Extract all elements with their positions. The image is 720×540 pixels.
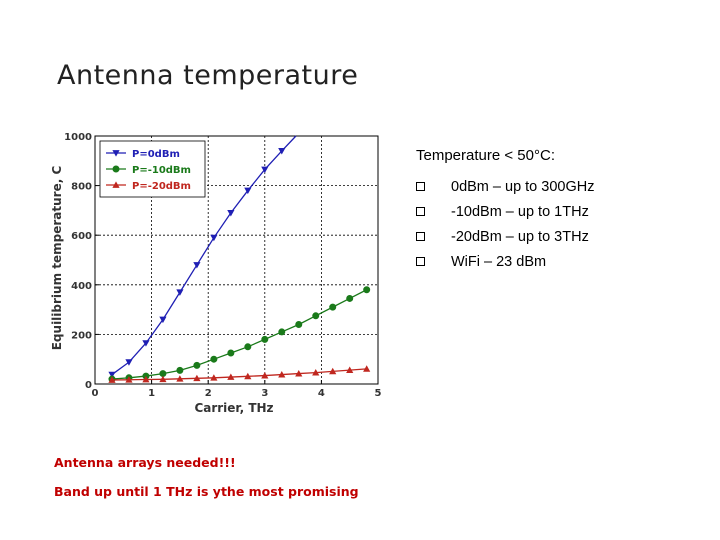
y-tick-label: 1000 (64, 132, 92, 143)
data-point (159, 316, 167, 324)
data-point (125, 376, 133, 383)
legend-label: P=0dBm (132, 149, 180, 160)
data-point (278, 370, 286, 378)
data-point (108, 376, 116, 383)
chart-legend: P=0dBm P=-10dBm P=-20dBm (99, 140, 206, 198)
bullet-text: 0dBm – up to 300GHz (451, 178, 595, 195)
data-point (227, 373, 235, 380)
legend-label: P=-20dBm (132, 181, 191, 192)
legend-marker (112, 165, 120, 173)
bullets-heading: Temperature < 50°C: (416, 147, 555, 164)
list-item: 0dBm – up to 300GHz (416, 174, 594, 199)
data-point (295, 320, 303, 328)
series-line (111, 289, 367, 380)
x-axis-label: Carrier, THz (194, 401, 273, 415)
data-point (329, 303, 337, 311)
data-point (312, 368, 320, 376)
series-line (111, 368, 367, 381)
checkbox-icon (416, 207, 425, 216)
data-point (193, 374, 201, 382)
x-tick-label: 3 (261, 388, 268, 399)
bullet-text: -10dBm – up to 1THz (451, 203, 589, 220)
slide-title: Antenna temperature (57, 60, 359, 91)
y-tick-label: 0 (85, 380, 92, 391)
data-point (176, 289, 184, 296)
y-tick-label: 400 (71, 281, 92, 292)
data-point (210, 355, 218, 363)
legend-marker (112, 181, 120, 188)
series-0 (108, 135, 297, 379)
series-line (111, 135, 297, 376)
x-tick-label: 4 (318, 388, 325, 399)
data-point (261, 371, 269, 379)
data-point (142, 375, 150, 383)
data-point (125, 359, 133, 366)
series-2 (108, 365, 371, 383)
data-point (193, 361, 201, 369)
data-point (346, 294, 354, 302)
data-point (193, 262, 201, 269)
checkbox-icon (416, 257, 425, 266)
note-antenna-arrays: Antenna arrays needed!!! (54, 455, 236, 470)
data-point (278, 148, 286, 155)
data-point (244, 372, 252, 380)
data-point (244, 187, 252, 195)
x-tick-label: 2 (205, 388, 212, 399)
data-point (295, 369, 303, 377)
x-tick-label: 1 (148, 388, 155, 399)
y-axis-label: Equilibrium temperature, C (50, 166, 64, 351)
data-point (159, 370, 167, 378)
y-tick-label: 200 (71, 330, 92, 341)
data-point (329, 367, 337, 375)
data-point (176, 366, 184, 374)
data-point (346, 366, 354, 373)
legend-label: P=-10dBm (132, 165, 191, 176)
note-band-promising: Band up until 1 THz is ythe most promisi… (54, 484, 359, 499)
data-point (312, 312, 320, 320)
bullet-text: -20dBm – up to 3THz (451, 228, 589, 245)
data-point (363, 286, 371, 294)
data-point (244, 343, 252, 351)
checkbox-icon (416, 182, 425, 191)
data-point (278, 328, 286, 336)
data-point (227, 210, 235, 217)
checkbox-icon (416, 232, 425, 241)
y-tick-label: 600 (71, 231, 92, 242)
data-point (142, 340, 150, 347)
x-tick-label: 0 (92, 388, 99, 399)
data-point (176, 375, 184, 382)
data-point (159, 375, 167, 383)
list-item: -20dBm – up to 3THz (416, 224, 594, 249)
list-item: -10dBm – up to 1THz (416, 199, 594, 224)
plot-frame (94, 135, 379, 385)
data-point (210, 234, 218, 242)
data-point (261, 166, 269, 174)
data-point (108, 371, 116, 379)
list-item: WiFi – 23 dBm (416, 249, 594, 274)
chart-ticks: 0 1 2 3 4 5 0 200 400 600 800 1000 (64, 132, 381, 399)
data-point (363, 365, 371, 372)
data-point (261, 335, 269, 343)
x-tick-label: 5 (375, 388, 382, 399)
data-point (227, 349, 235, 357)
chart-series (108, 135, 371, 383)
bullet-list: 0dBm – up to 300GHz -10dBm – up to 1THz … (416, 174, 594, 274)
data-point (210, 374, 218, 381)
legend-marker (112, 150, 120, 157)
y-tick-label: 800 (71, 182, 92, 193)
bullet-text: WiFi – 23 dBm (451, 253, 547, 270)
